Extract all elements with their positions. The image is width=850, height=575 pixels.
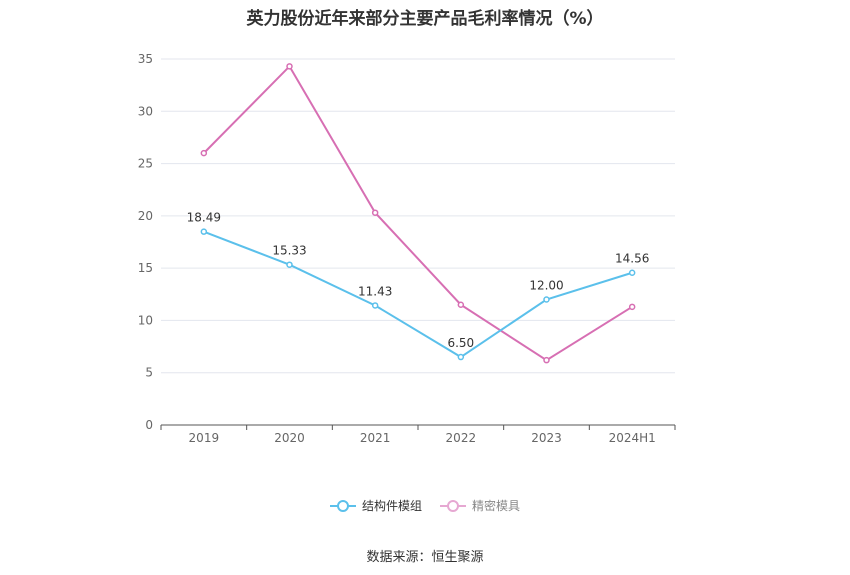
data-point xyxy=(628,269,636,276)
legend-label-series-1: 结构件模组 xyxy=(361,499,422,513)
legend-item-series-1[interactable]: 结构件模组 xyxy=(329,497,422,514)
x-tick-label: 2021 xyxy=(360,431,391,445)
data-point xyxy=(543,356,550,364)
data-point xyxy=(457,353,465,361)
legend-item-series-2[interactable]: 精密模具 xyxy=(440,497,520,514)
y-tick-label: 15 xyxy=(138,261,153,275)
data-point xyxy=(543,296,550,303)
legend-label-series-2: 精密模具 xyxy=(472,499,521,513)
x-tick-label: 2020 xyxy=(274,431,305,445)
data-label: 6.50 xyxy=(447,336,474,350)
data-point xyxy=(457,301,465,308)
data-point xyxy=(200,149,208,157)
x-tick-label: 2023 xyxy=(531,431,562,445)
x-tick-label: 2022 xyxy=(446,431,477,445)
y-tick-label: 10 xyxy=(138,313,153,327)
source-note: 数据来源：恒生聚源 xyxy=(366,550,484,565)
data-point xyxy=(628,303,636,311)
series-line-2 xyxy=(203,64,633,362)
data-label: 15.33 xyxy=(272,244,306,258)
y-tick-label: 35 xyxy=(138,52,153,66)
series-line-1 xyxy=(203,230,633,359)
legend: 结构件模组 精密模具 xyxy=(0,497,850,514)
data-point xyxy=(200,228,208,235)
data-point xyxy=(371,302,379,309)
data-label: 18.49 xyxy=(187,211,221,225)
x-tick-label: 2024H1 xyxy=(609,431,656,445)
data-point xyxy=(286,261,293,268)
data-point xyxy=(371,209,379,216)
legend-marker-series-1 xyxy=(329,499,356,512)
y-tick-label: 0 xyxy=(145,418,153,432)
y-tick-label: 5 xyxy=(145,366,153,380)
data-label: 11.43 xyxy=(358,284,392,298)
x-tick-label: 2019 xyxy=(189,431,220,445)
y-tick-label: 30 xyxy=(138,104,153,118)
data-label: 12.00 xyxy=(529,279,563,293)
chart-title: 英力股份近年来部分主要产品毛利率情况（%） xyxy=(246,9,604,29)
y-tick-label: 25 xyxy=(138,157,153,171)
data-label: 14.56 xyxy=(615,252,649,266)
data-point xyxy=(286,63,293,70)
y-tick-label: 20 xyxy=(138,209,153,223)
legend-marker-series-2 xyxy=(440,499,466,512)
